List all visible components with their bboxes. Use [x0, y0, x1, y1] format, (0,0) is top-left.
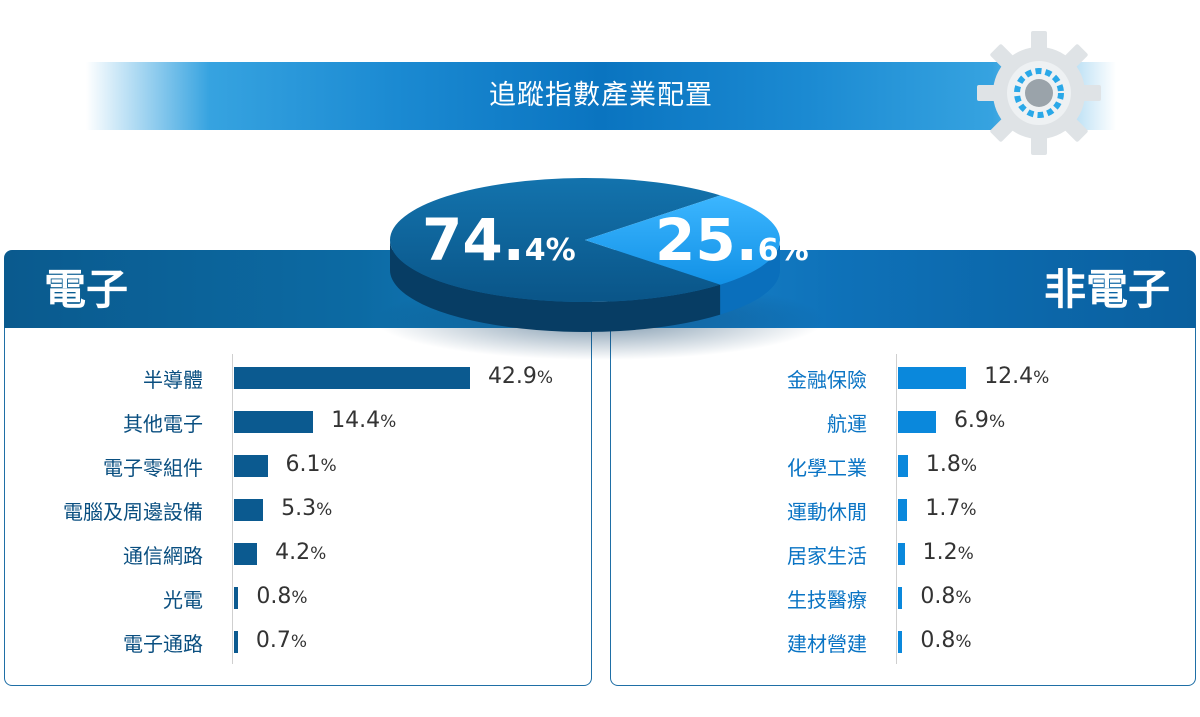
pie-chart: 74.4% 25.6%: [375, 178, 825, 360]
pie-slice-non-electronic: [585, 195, 780, 285]
non-electronic-category-label: 建材營建: [787, 632, 867, 656]
electronic-bar: [234, 543, 258, 565]
value-number: 6.1: [285, 452, 321, 477]
electronic-value-label: 0.7%: [256, 628, 307, 653]
pie-side-non-electronic: [720, 240, 780, 315]
electronic-value-label: 4.2%: [275, 540, 326, 565]
non-electronic-value-label: 0.8%: [920, 628, 971, 653]
non-electronic-category-label: 居家生活: [787, 544, 867, 568]
non-electronic-bar: [898, 499, 908, 521]
value-number: 0.8: [256, 584, 292, 609]
page-title: 追蹤指數產業配置: [489, 80, 713, 111]
electronic-value-label: 6.1%: [286, 452, 337, 477]
non-electronic-axis-line: [896, 354, 897, 664]
electronic-category-label: 電腦及周邊設備: [63, 500, 203, 524]
title-banner: [86, 62, 1116, 130]
value-number: 42.9: [487, 364, 537, 389]
non-electronic-bar: [898, 543, 905, 565]
non-electronic-bar: [898, 455, 908, 477]
value-number: 1.2: [922, 540, 958, 565]
electronic-panel-title: 電子: [44, 265, 129, 314]
electronic-category-label: 光電: [163, 588, 203, 612]
electronic-axis-line: [232, 354, 233, 664]
non-electronic-category-label: 化學工業: [787, 456, 867, 480]
value-number: 4.2: [275, 540, 311, 565]
value-percent-sign: %: [380, 412, 397, 432]
electronic-bar: [234, 587, 239, 609]
non-electronic-value-label: 12.4%: [984, 364, 1049, 389]
value-percent-sign: %: [1033, 368, 1050, 388]
non-electronic-bar: [898, 587, 903, 609]
electronic-value-label: 14.4%: [331, 408, 396, 433]
electronic-bar: [234, 455, 268, 477]
non-electronic-bar: [898, 411, 936, 433]
electronic-value-label: 42.9%: [488, 364, 553, 389]
electronic-bar: [234, 367, 470, 389]
non-electronic-panel-title: 非電子: [1043, 265, 1170, 314]
pie-side-electronic: [390, 240, 721, 332]
value-percent-sign: %: [536, 368, 554, 388]
value-percent-sign: %: [955, 588, 972, 608]
non-electronic-bar: [898, 631, 903, 653]
electronic-share-label: 74.4%: [422, 206, 576, 274]
electronic-category-label: 電子零組件: [103, 456, 203, 480]
electronic-bar: [234, 499, 264, 521]
non-electronic-value-label: 1.8%: [926, 452, 977, 477]
value-percent-sign: %: [310, 544, 327, 564]
non-electronic-share-label: 25.6%: [655, 206, 809, 274]
electronic-bar: [234, 631, 238, 653]
electronic-bar: [234, 411, 314, 433]
electronic-value-label: 5.3%: [281, 496, 332, 521]
electronic-category-label: 通信網路: [123, 544, 203, 568]
non-electronic-bar: [898, 367, 967, 389]
non-electronic-value-label: 6.9%: [954, 408, 1005, 433]
value-percent-sign: %: [955, 632, 972, 652]
non-electronic-category-label: 生技醫療: [787, 588, 867, 612]
non-electronic-value-label: 0.8%: [920, 584, 971, 609]
value-percent-sign: %: [291, 588, 308, 608]
value-number: 6.9: [953, 408, 989, 433]
value-percent-sign: %: [290, 632, 307, 652]
value-percent-sign: %: [988, 412, 1006, 432]
pie-slice-electronic: [390, 178, 721, 302]
electronic-value-label: 0.8%: [256, 584, 307, 609]
value-number: 5.3: [281, 496, 317, 521]
value-number: 0.8: [920, 584, 956, 609]
value-percent-sign: %: [957, 544, 974, 564]
value-number: 12.4: [984, 364, 1034, 389]
value-number: 0.7: [255, 628, 291, 653]
non-electronic-category-label: 金融保險: [787, 368, 867, 392]
gear-icon: [977, 31, 1101, 155]
value-percent-sign: %: [960, 456, 978, 476]
electronic-category-label: 其他電子: [123, 412, 203, 436]
electronic-category-label: 半導體: [143, 368, 203, 392]
non-electronic-category-label: 航運: [827, 412, 867, 436]
value-number: 1.8: [925, 452, 961, 477]
electronic-category-label: 電子通路: [123, 632, 203, 656]
non-electronic-value-label: 1.2%: [923, 540, 974, 565]
value-percent-sign: %: [316, 500, 333, 520]
non-electronic-value-label: 1.7%: [925, 496, 976, 521]
value-number: 14.4: [331, 408, 381, 433]
value-number: 1.7: [925, 496, 961, 521]
non-electronic-category-label: 運動休閒: [787, 500, 867, 524]
value-percent-sign: %: [960, 500, 977, 520]
value-percent-sign: %: [320, 456, 337, 476]
value-number: 0.8: [920, 628, 956, 653]
